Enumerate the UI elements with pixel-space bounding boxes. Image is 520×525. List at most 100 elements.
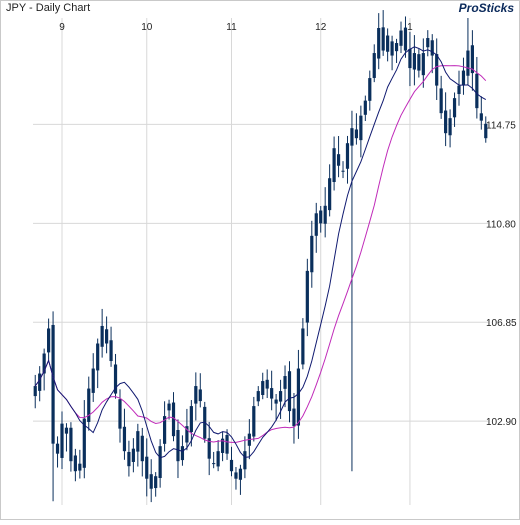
candle-body (131, 448, 135, 462)
candle-body (220, 438, 225, 453)
candle-body (314, 213, 318, 236)
candle-body (243, 451, 247, 470)
candle-body (448, 118, 452, 136)
x-tick-label: 12 (315, 22, 327, 33)
candle-body (403, 27, 408, 51)
candle-body (87, 388, 91, 422)
candle-body (91, 368, 95, 393)
candle-body (319, 210, 323, 224)
y-tick-label: 114.75 (486, 120, 516, 131)
candle-body (38, 373, 42, 391)
candle-body (47, 328, 51, 353)
candle-body (189, 406, 193, 433)
candle-body (301, 328, 305, 365)
candle-body (118, 399, 122, 429)
candle-body (336, 154, 341, 166)
candle-body (426, 38, 430, 48)
candle-body (439, 88, 443, 114)
candle-body (466, 50, 470, 76)
candle-body (305, 270, 309, 323)
candle-body (136, 431, 140, 452)
candle-body (100, 325, 104, 347)
candle-body (82, 418, 86, 468)
chart-title: JPY - Daily Chart (6, 2, 91, 14)
candle-body (470, 45, 474, 74)
candle-body (145, 456, 149, 479)
candle-body (261, 381, 265, 396)
candle-body (332, 148, 336, 183)
candle-body (274, 399, 278, 404)
candle-body (310, 235, 314, 273)
candle-body (212, 463, 216, 465)
x-tick-label: 1 (407, 22, 413, 33)
x-tick-label: 11 (226, 22, 237, 33)
candle-body (167, 403, 171, 411)
candle-body (283, 376, 287, 389)
candle-body (158, 446, 162, 478)
y-tick-label: 110.80 (486, 219, 516, 230)
candle-body (78, 463, 82, 471)
ma-short-line (34, 46, 487, 459)
candle-body (363, 100, 367, 115)
y-tick-label: 106.85 (486, 318, 517, 329)
candle-body (234, 472, 238, 479)
candle-body (140, 435, 144, 462)
candle-body (457, 85, 461, 95)
candle-body (194, 386, 198, 404)
brand-logo: ProSticks (458, 1, 514, 15)
candle-body (60, 423, 64, 458)
candle-body (287, 371, 292, 412)
candle-body (69, 427, 73, 462)
candle-body (412, 53, 416, 70)
candle-body (113, 364, 118, 394)
candle-body (42, 353, 46, 374)
candle-body (154, 476, 158, 489)
candle-body (238, 468, 243, 480)
candle-body (417, 54, 421, 71)
candle-body (180, 446, 185, 461)
candle-body (421, 53, 425, 76)
candle-body (171, 402, 176, 437)
candle-body (359, 115, 363, 141)
candle-body (381, 27, 385, 51)
candle-body (149, 474, 153, 489)
candle-body (394, 43, 399, 52)
candle-body (461, 70, 466, 86)
candle-body (216, 451, 220, 467)
candle-body (185, 426, 189, 443)
candle-body (390, 41, 394, 56)
candle-body (109, 340, 113, 362)
candle-body (252, 406, 256, 437)
candle-body (372, 53, 376, 78)
candle-body (328, 178, 332, 211)
x-tick-label: 9 (59, 22, 65, 33)
candle-body (162, 416, 167, 444)
candle-body (55, 443, 60, 454)
candle-body (354, 129, 359, 139)
candle-body (408, 48, 412, 69)
candle-body (341, 170, 345, 172)
candle-body (198, 389, 202, 402)
candle-body (278, 391, 283, 402)
candle-body (265, 379, 269, 389)
candle-body (292, 408, 296, 427)
y-tick-label: 102.90 (486, 417, 517, 428)
candle-body (479, 113, 483, 121)
candle-body (399, 30, 403, 46)
candle-body (33, 386, 37, 397)
candle-body (73, 455, 77, 472)
candle-body (105, 329, 109, 344)
candle-body (127, 451, 131, 467)
candle-body (430, 40, 434, 56)
candle-body (270, 388, 274, 399)
candle-body (323, 205, 327, 224)
candle-body (256, 391, 260, 402)
candle-body (176, 430, 180, 462)
candle-body (225, 435, 229, 454)
candle-body (386, 35, 390, 52)
candle-body (296, 368, 301, 426)
candle-body (345, 143, 350, 169)
candle-body (207, 438, 211, 459)
candle-body (122, 426, 127, 452)
